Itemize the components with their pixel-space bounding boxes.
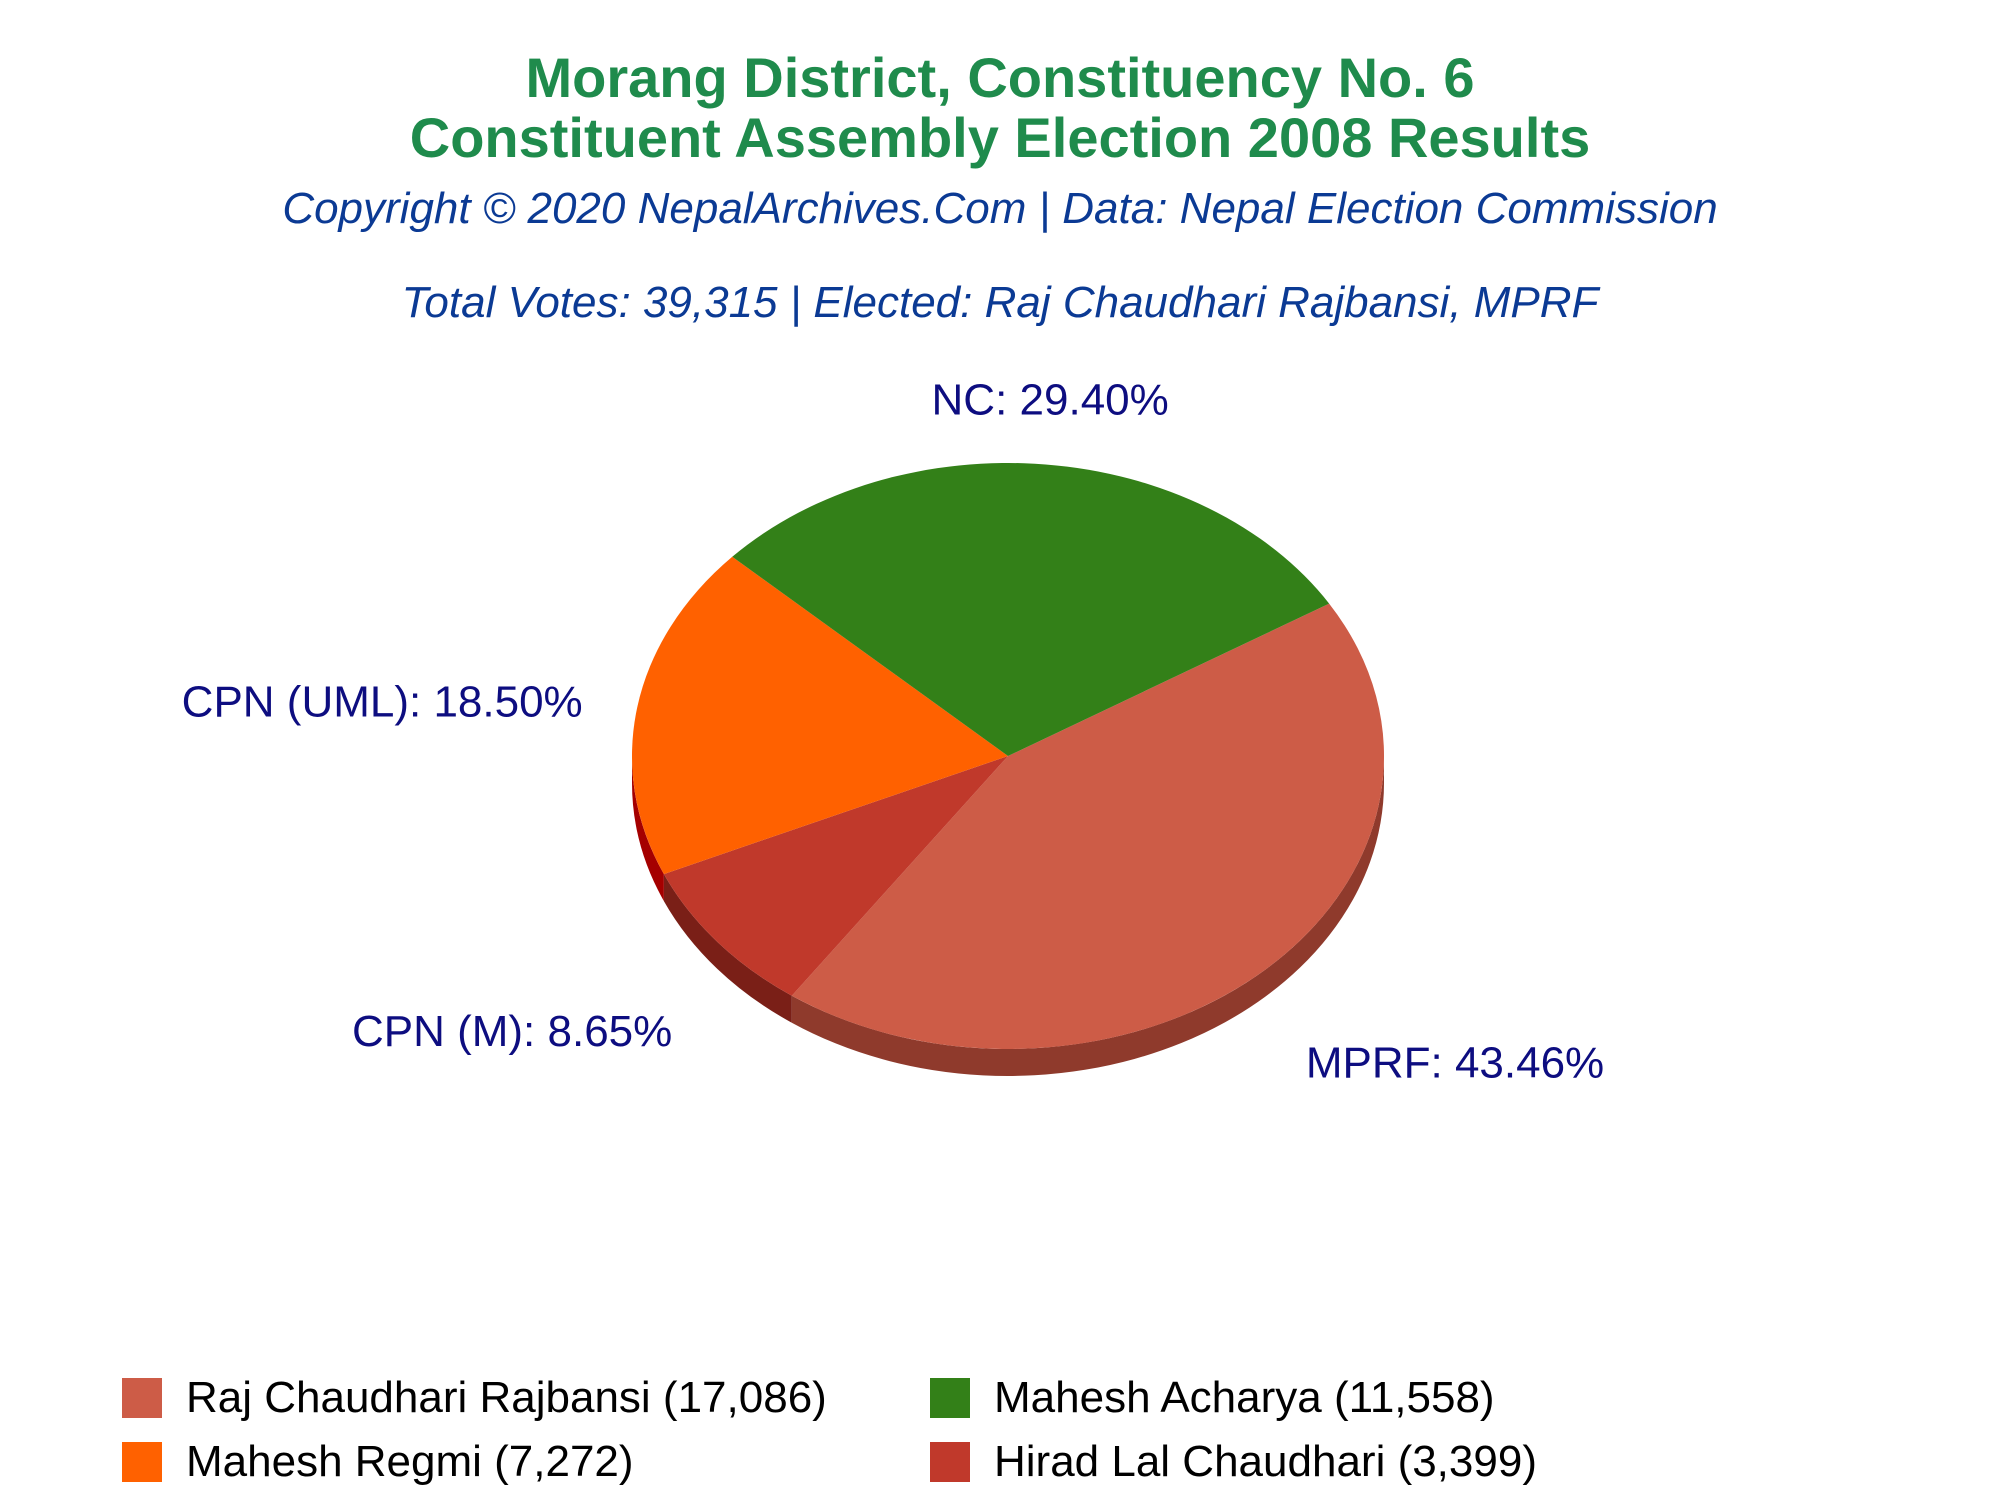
chart-title: Morang District, Constituency No. 6	[525, 46, 1475, 109]
slice-label-cpn-m: CPN (M): 8.65%	[352, 1007, 672, 1056]
pie-slice-mprf[interactable]	[791, 603, 1385, 1050]
pie-labels: MPRF: 43.46% CPN (M): 8.65% CPN (UML): 18.…	[182, 375, 1605, 1087]
pie-slices	[631, 462, 1385, 1050]
legend-swatch-mprf	[122, 1378, 162, 1418]
pie-sides	[632, 756, 1384, 1077]
slice-label-nc: NC: 29.40%	[932, 375, 1169, 424]
slice-label-cpn-uml: CPN (UML): 18.50%	[182, 678, 583, 727]
pie-side-cpn-uml	[632, 756, 664, 902]
legend-label-nc: Mahesh Acharya (11,558)	[994, 1373, 1495, 1422]
pie-slice-cpn-uml[interactable]	[631, 556, 1008, 875]
legend-label-mprf: Raj Chaudhari Rajbansi (17,086)	[186, 1373, 827, 1422]
legend-swatch-cpn-m	[930, 1442, 970, 1482]
pie-slice-nc[interactable]	[732, 462, 1330, 756]
pie-slice-cpn-m[interactable]	[663, 756, 1008, 996]
chart-title-line2: Constituent Assembly Election 2008 Resul…	[409, 106, 1591, 169]
legend-swatch-nc	[930, 1378, 970, 1418]
legend-label-cpn-uml: Mahesh Regmi (7,272)	[186, 1437, 634, 1486]
pie-side-mprf	[791, 756, 1384, 1077]
slice-label-mprf: MPRF: 43.46%	[1306, 1039, 1604, 1088]
legend-label-cpn-m: Hirad Lal Chaudhari (3,399)	[994, 1437, 1537, 1486]
copyright-text: Copyright © 2020 NepalArchives.Com | Dat…	[282, 184, 1718, 233]
pie-side-cpn-m	[663, 874, 792, 1023]
legend-swatch-cpn-uml	[122, 1442, 162, 1482]
summary-text: Total Votes: 39,315 | Elected: Raj Chaud…	[401, 278, 1599, 327]
